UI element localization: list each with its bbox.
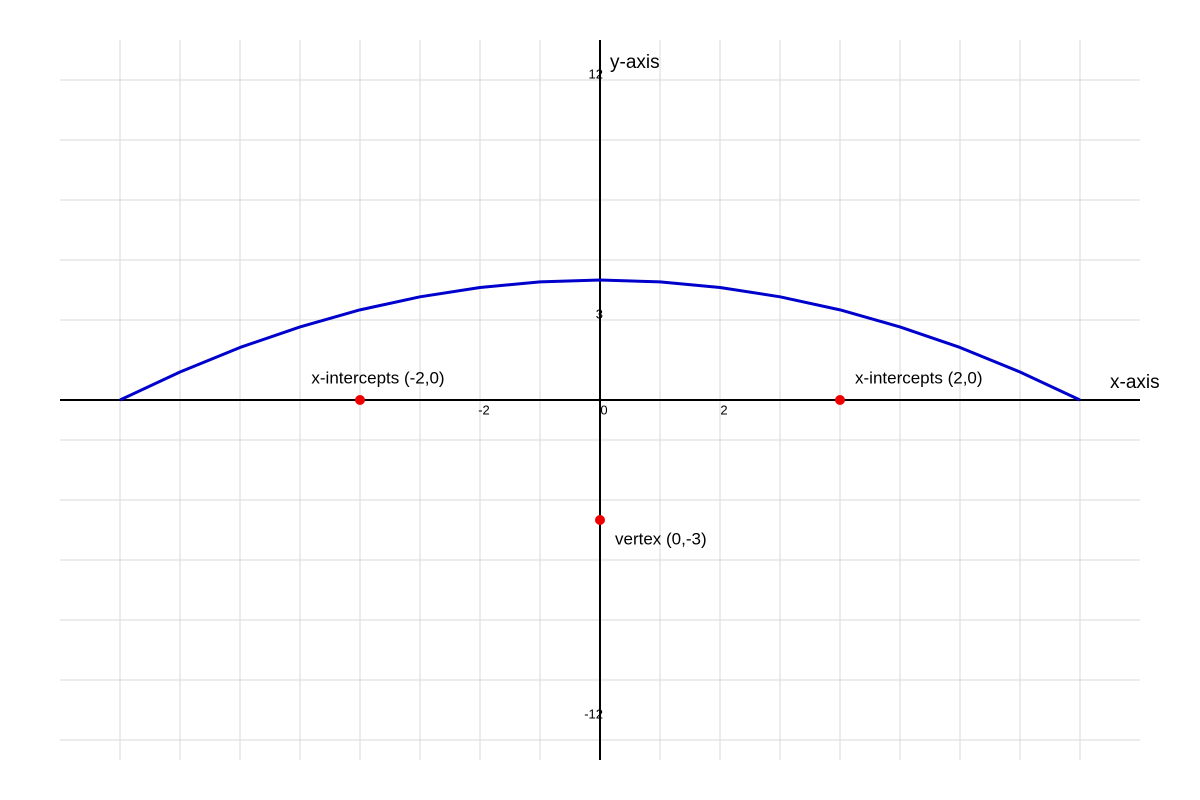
y-tick-label: -12	[584, 706, 603, 721]
x-tick-label: 2	[720, 402, 727, 417]
x-tick-label: 0	[600, 402, 607, 417]
x-axis-title: x-axis	[1110, 372, 1160, 393]
annotation: vertex (0,-3)	[615, 529, 707, 548]
y-axis-title: y-axis	[610, 52, 660, 73]
point	[835, 395, 845, 405]
y-tick-label: 3	[596, 306, 603, 321]
point	[595, 515, 605, 525]
annotation: x-intercepts (-2,0)	[311, 368, 444, 387]
annotation: x-intercepts (2,0)	[855, 368, 983, 387]
curve	[119, 278, 1081, 402]
y-tick-label: 12	[589, 66, 603, 81]
point	[355, 395, 365, 405]
x-tick-label: -2	[478, 402, 490, 417]
